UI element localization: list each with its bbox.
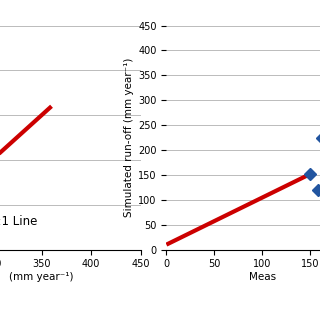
X-axis label: Meas: Meas bbox=[249, 272, 276, 282]
X-axis label: (mm year⁻¹): (mm year⁻¹) bbox=[9, 272, 74, 282]
Legend: 1:1 Line: 1:1 Line bbox=[0, 210, 42, 233]
Y-axis label: Simulated run-off (mm year⁻¹): Simulated run-off (mm year⁻¹) bbox=[124, 58, 134, 217]
